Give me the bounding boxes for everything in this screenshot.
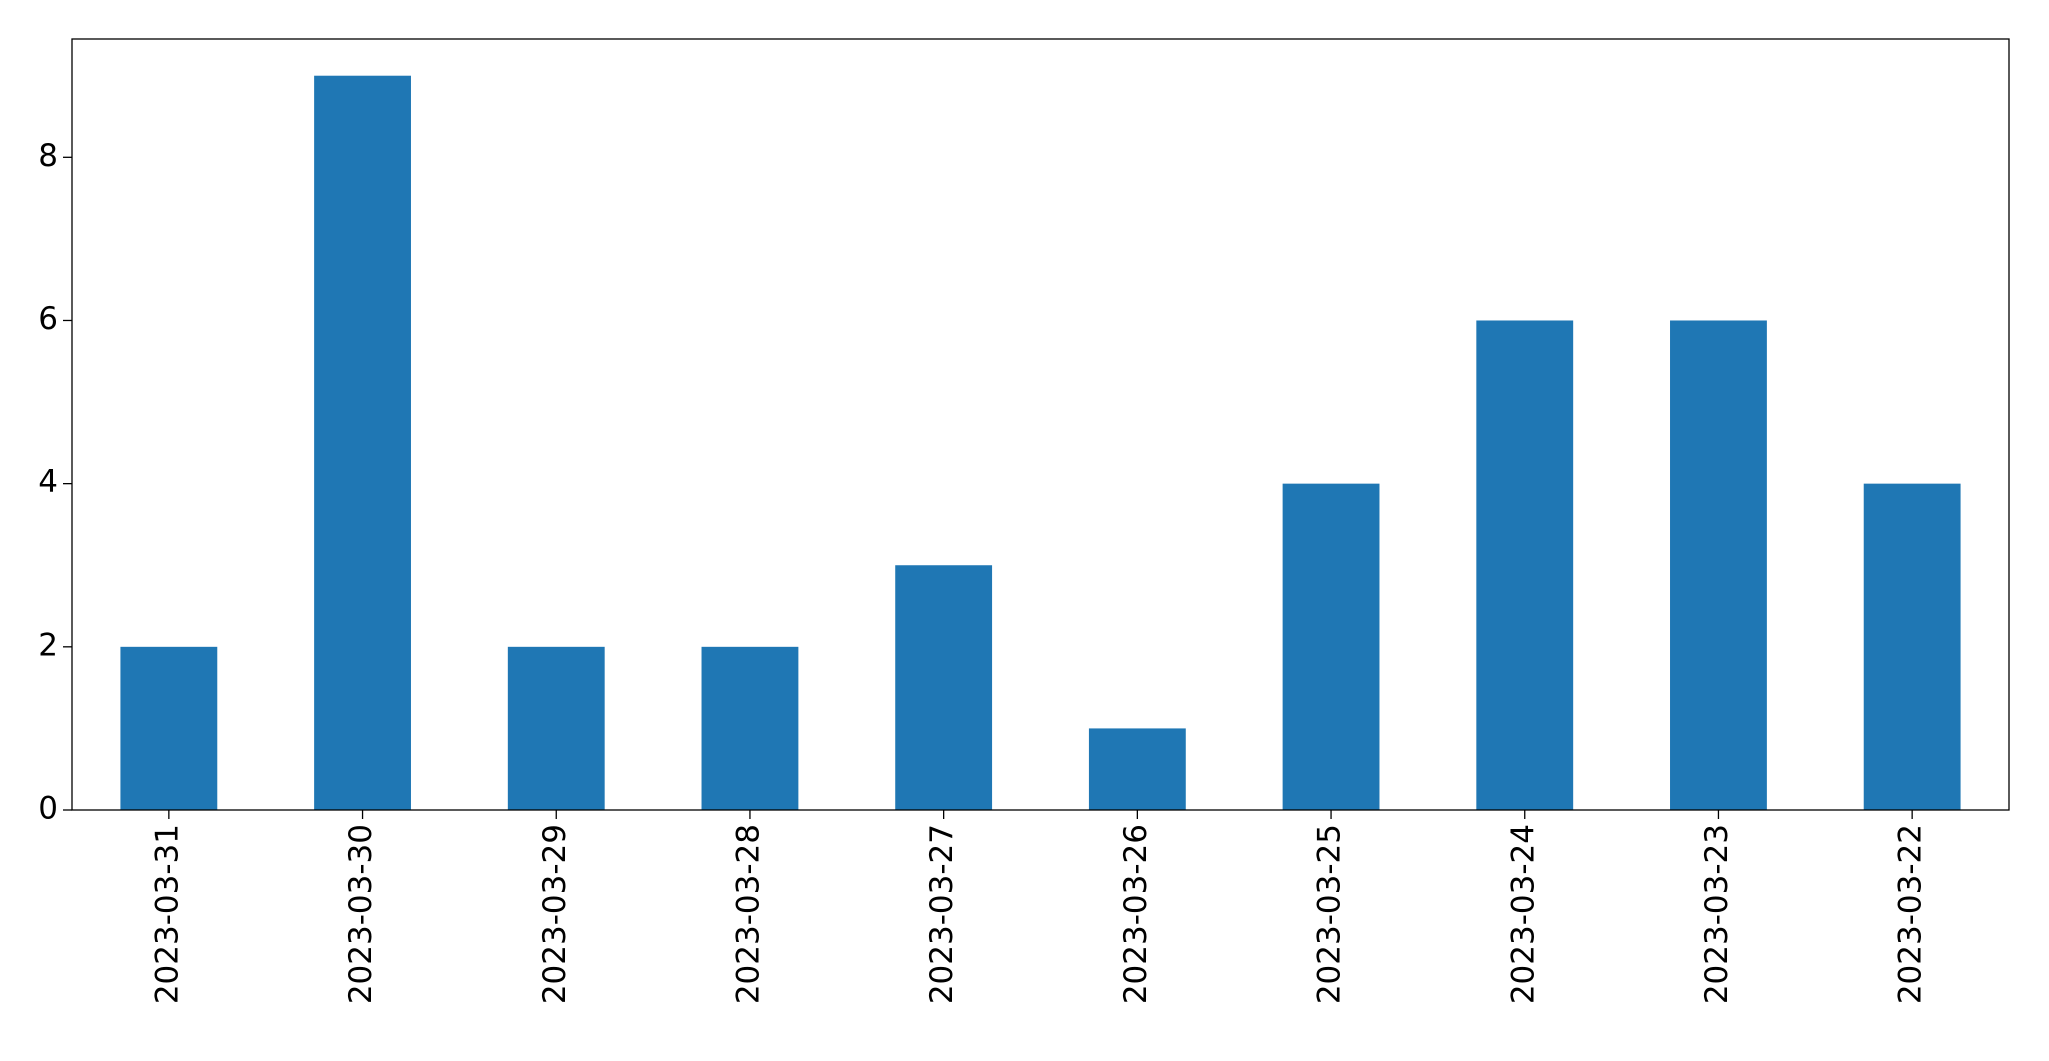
y-tick-label: 4 (38, 464, 58, 500)
x-tick-label: 2023-03-29 (537, 824, 573, 1004)
x-tick-label: 2023-03-24 (1505, 824, 1541, 1004)
y-tick-label: 0 (38, 791, 58, 827)
bar (1088, 728, 1186, 810)
bar (507, 646, 605, 810)
x-tick-label: 2023-03-22 (1893, 824, 1929, 1004)
x-tick-label: 2023-03-23 (1699, 824, 1735, 1004)
x-tick-label: 2023-03-31 (149, 824, 185, 1004)
x-tick-label: 2023-03-28 (730, 824, 766, 1004)
bar (895, 565, 993, 810)
bar (1282, 483, 1380, 810)
x-tick-label: 2023-03-30 (343, 824, 379, 1004)
bar (314, 75, 411, 810)
x-tick-label: 2023-03-25 (1312, 824, 1348, 1004)
y-tick-label: 2 (38, 627, 58, 663)
bar (701, 646, 799, 810)
y-tick-label: 8 (38, 138, 58, 174)
x-tick-label: 2023-03-26 (1118, 824, 1154, 1004)
bar (1670, 320, 1767, 810)
bar (1863, 483, 1961, 810)
y-tick-label: 6 (38, 301, 58, 337)
bar (1476, 320, 1574, 810)
x-tick-label: 2023-03-27 (924, 824, 960, 1004)
bar (120, 646, 218, 810)
plot-frame (71, 38, 2010, 811)
